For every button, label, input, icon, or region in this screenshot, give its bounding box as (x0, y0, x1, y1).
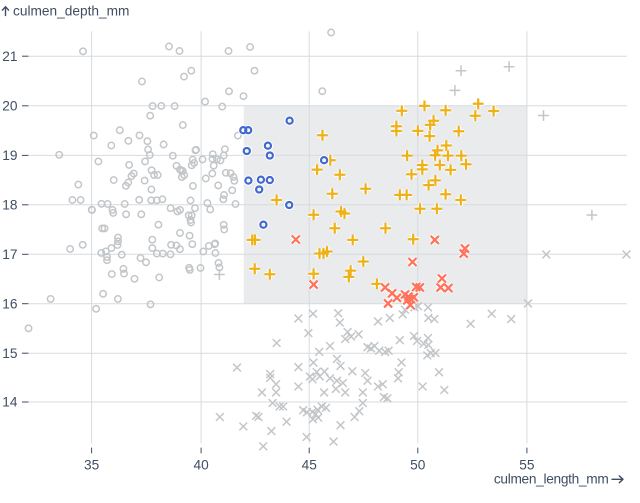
svg-text:culmen_length_mm: culmen_length_mm (494, 472, 609, 487)
svg-text:19: 19 (2, 148, 17, 163)
svg-text:20: 20 (2, 99, 18, 114)
svg-text:17: 17 (2, 247, 17, 262)
svg-text:40: 40 (193, 457, 209, 472)
svg-text:45: 45 (302, 457, 318, 472)
svg-text:21: 21 (2, 49, 17, 64)
svg-text:14: 14 (2, 395, 18, 410)
svg-text:18: 18 (2, 198, 18, 213)
svg-text:50: 50 (410, 457, 426, 472)
svg-text:35: 35 (84, 457, 100, 472)
svg-text:55: 55 (519, 457, 535, 472)
svg-text:15: 15 (2, 346, 18, 361)
svg-text:16: 16 (2, 296, 18, 311)
svg-text:culmen_depth_mm: culmen_depth_mm (13, 4, 129, 19)
